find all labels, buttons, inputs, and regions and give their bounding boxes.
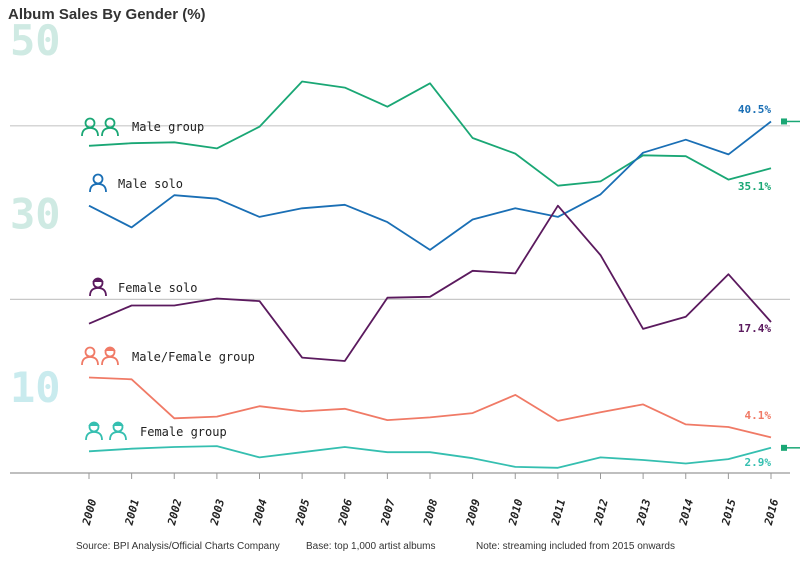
xtick-label-2003: 2003 [208,497,228,527]
xtick-label-2006: 2006 [335,497,355,527]
female-group-icon [85,421,127,441]
ytick-label-50: 50 [10,16,61,65]
y-axis-ticks: 50 30 10 [10,16,61,412]
footer-base: Base: top 1,000 artist albums [306,541,436,552]
xtick-label-2004: 2004 [250,497,270,527]
male-solo-icon [89,173,107,193]
footer-source: Source: BPI Analysis/Official Charts Com… [76,541,280,552]
end-label-1: 40.5% [738,103,771,116]
male-female-group-icon [81,346,119,366]
xtick-label-2016: 2016 [762,497,782,527]
series-line-3 [88,376,772,439]
x-axis-ticks: 2000 2001 2002 2003 2004 2005 2006 2007 2008 2009… [80,473,782,528]
male-group-icon [81,117,119,137]
xtick-label-2005: 2005 [293,497,313,527]
xtick-label-2001: 2001 [122,498,142,528]
footer-note: Note: streaming included from 2015 onwar… [476,541,675,552]
series-label-2: Female solo [118,281,197,295]
series-icons [81,117,127,441]
end-marker-top [781,118,787,125]
series-line-2 [88,204,772,362]
xtick-label-2011: 2011 [549,498,569,528]
ytick-label-30: 30 [10,190,61,239]
end-label-2: 17.4% [738,322,771,335]
chart-title: Album Sales By Gender (%) [8,6,206,23]
xtick-label-2015: 2015 [719,497,739,527]
gridlines [10,125,790,474]
series-label-0: Male group [132,120,204,134]
xtick-label-2007: 2007 [378,497,398,527]
xtick-label-2008: 2008 [421,497,441,527]
ytick-label-10: 10 [10,363,61,412]
series-lines [88,80,772,469]
end-label-3: 4.1% [745,409,772,422]
xtick-label-2009: 2009 [463,497,483,527]
female-solo-icon [89,277,107,297]
end-marker-bottom [781,444,787,451]
xtick-label-2002: 2002 [165,497,185,527]
xtick-label-2014: 2014 [676,497,696,527]
xtick-label-2013: 2013 [634,497,654,527]
series-label-1: Male solo [118,177,183,191]
series-label-3: Male/Female group [132,350,255,364]
xtick-label-2012: 2012 [591,497,611,527]
series-line-0 [88,80,772,187]
end-label-0: 35.1% [738,180,771,193]
end-label-4: 2.9% [745,456,772,469]
series-line-1 [88,120,772,251]
series-line-4 [88,445,772,469]
series-labels: Male group Male solo Female solo Male/Femal… [118,120,255,439]
xtick-label-2000: 2000 [80,497,100,527]
end-labels: 35.1% 40.5% 17.4% 4.1% 2.9% [738,103,800,469]
series-label-4: Female group [140,425,227,439]
xtick-label-2010: 2010 [506,497,526,527]
